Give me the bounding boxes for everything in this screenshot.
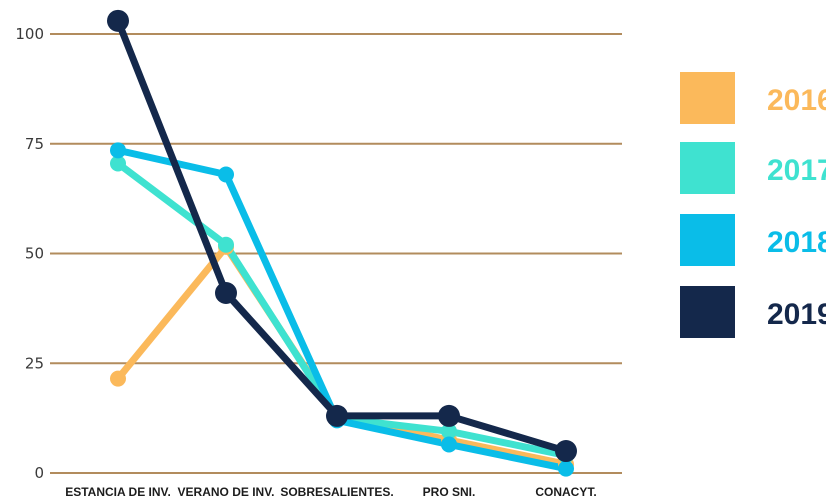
data-point-2017 bbox=[441, 423, 457, 440]
data-point-2019 bbox=[326, 404, 348, 427]
legend-label-2017: 2017 bbox=[767, 154, 826, 187]
x-tick-label: SOBRESALIENTES. bbox=[280, 485, 393, 499]
legend-swatch-2017 bbox=[680, 142, 735, 194]
y-tick-label: 0 bbox=[34, 464, 44, 482]
x-tick-label: ESTANCIA DE INV. bbox=[65, 485, 171, 499]
data-point-2016 bbox=[110, 370, 126, 387]
series-line-2019 bbox=[114, 17, 570, 455]
x-tick-label: CONACYT. bbox=[535, 485, 596, 499]
data-point-2019 bbox=[555, 440, 577, 463]
series-lines bbox=[114, 17, 570, 473]
data-point-2019 bbox=[107, 9, 129, 32]
data-point-2017 bbox=[110, 155, 126, 172]
x-axis-tick-labels: ESTANCIA DE INV. VERANO DE INV. SOBRESALIE… bbox=[65, 485, 596, 499]
y-tick-label: 50 bbox=[25, 245, 44, 263]
legend-swatch-2018 bbox=[680, 214, 735, 266]
data-point-2017 bbox=[218, 236, 234, 253]
legend: 2016 2017 2018 2019 bbox=[680, 72, 826, 338]
data-point-2019 bbox=[438, 404, 460, 427]
data-point-2018 bbox=[441, 436, 457, 453]
data-point-2018 bbox=[110, 142, 126, 159]
legend-label-2018: 2018 bbox=[767, 226, 826, 259]
data-point-2018 bbox=[558, 460, 574, 477]
legend-label-2019: 2019 bbox=[767, 298, 826, 331]
legend-label-2016: 2016 bbox=[767, 84, 826, 117]
gridlines bbox=[50, 33, 622, 474]
y-tick-label: 25 bbox=[25, 354, 44, 372]
data-point-2018 bbox=[218, 166, 234, 183]
x-tick-label: PRO SNI. bbox=[423, 485, 476, 499]
y-tick-label: 75 bbox=[25, 135, 44, 153]
y-tick-label: 100 bbox=[15, 25, 44, 43]
legend-swatch-2019 bbox=[680, 286, 735, 338]
data-point-2019 bbox=[215, 282, 237, 305]
legend-swatch-2016 bbox=[680, 72, 735, 124]
x-tick-label: VERANO DE INV. bbox=[178, 485, 275, 499]
series-points bbox=[107, 9, 577, 477]
y-axis-tick-labels: 0 25 50 75 100 bbox=[15, 25, 44, 482]
